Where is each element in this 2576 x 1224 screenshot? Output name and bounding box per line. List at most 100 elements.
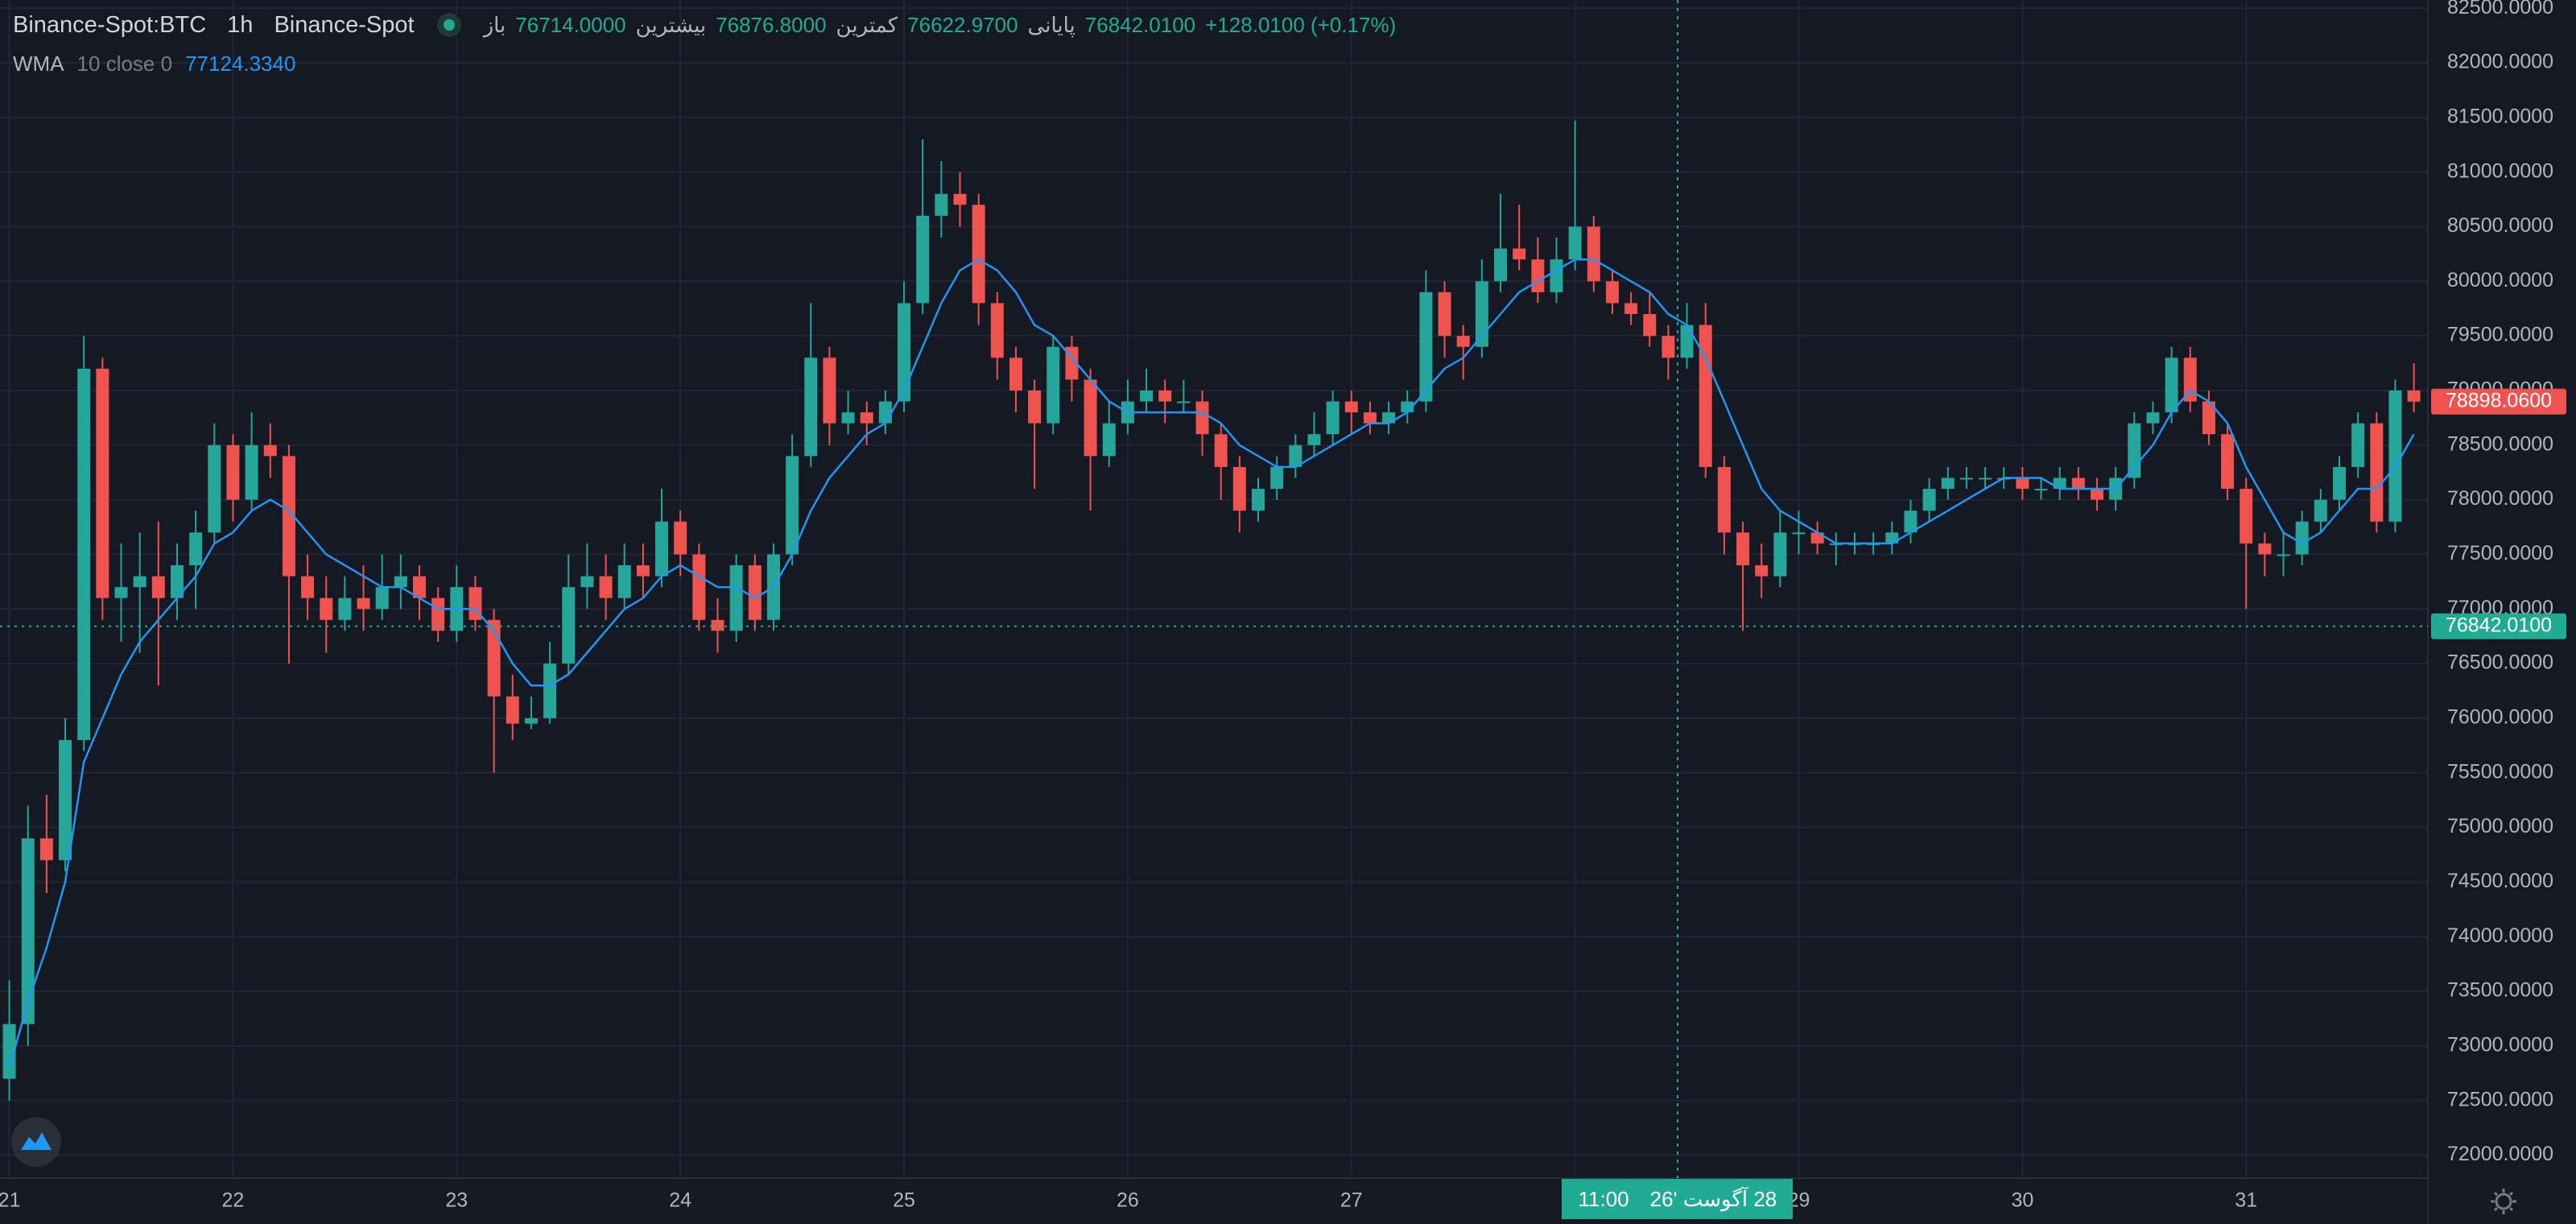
candle-body xyxy=(543,664,557,718)
x-tick-label: 21 xyxy=(0,1189,20,1212)
candle-body xyxy=(2277,554,2290,556)
candle-body xyxy=(1028,390,1042,424)
y-tick-label: 76500.0000 xyxy=(2447,651,2553,674)
candle-body xyxy=(804,358,818,457)
candle-body xyxy=(711,619,724,631)
candle-body xyxy=(1662,336,1675,358)
y-tick-label: 81500.0000 xyxy=(2447,105,2553,127)
candle-body xyxy=(1531,259,1545,292)
last-price-tag xyxy=(2431,388,2566,415)
candle-body xyxy=(1979,478,1992,480)
interval[interactable]: 1h xyxy=(227,11,254,38)
y-tick-label: 78000.0000 xyxy=(2447,487,2553,510)
y-tick-label: 72500.0000 xyxy=(2447,1088,2553,1110)
candle-body xyxy=(2221,434,2235,490)
candle-body xyxy=(2,1023,16,1079)
y-tick-label: 77500.0000 xyxy=(2447,542,2553,564)
crosshair-price-label: 76842.0100 xyxy=(2446,614,2552,636)
candle-body xyxy=(935,193,948,216)
indicator-name[interactable]: WMA xyxy=(13,52,64,76)
x-tick-label: 22 xyxy=(222,1189,245,1212)
settings-icon[interactable] xyxy=(2491,1189,2516,1214)
y-tick-label: 74500.0000 xyxy=(2447,870,2553,892)
symbol[interactable]: Binance-Spot:BTC xyxy=(13,11,207,38)
candle-body xyxy=(1550,259,1563,292)
candle-body xyxy=(1270,466,1284,490)
candle-body xyxy=(655,521,669,577)
candle-body xyxy=(841,412,855,424)
y-tick-label: 75000.0000 xyxy=(2447,815,2553,837)
candle-body xyxy=(338,598,352,620)
indicator-line xyxy=(8,258,2415,1069)
candle-body xyxy=(2240,489,2253,544)
candle-body xyxy=(59,740,72,861)
candle-body xyxy=(1699,325,1712,467)
ohlc-value: 76622.9700 xyxy=(907,12,1018,37)
candle-body xyxy=(1009,358,1022,391)
candle-body xyxy=(208,445,221,533)
ohlc-value: 76714.0000 xyxy=(515,12,626,37)
candle-body xyxy=(2146,412,2160,424)
candle-body xyxy=(860,412,873,424)
crosshair-price-tag xyxy=(2431,613,2566,639)
candle-body xyxy=(953,193,967,205)
candle-body xyxy=(1195,401,1209,435)
candle-body xyxy=(1140,390,1154,402)
candle-body xyxy=(990,303,1004,358)
candle-body xyxy=(1568,226,1582,260)
candle-body xyxy=(692,554,706,620)
candle-body xyxy=(1102,423,1116,457)
ohlc-value: 76842.0100 xyxy=(1084,12,1196,37)
y-tick-label: 81000.0000 xyxy=(2447,159,2553,182)
candle-body xyxy=(878,401,892,424)
candle-body xyxy=(1475,281,1488,347)
candle-body xyxy=(394,576,407,588)
y-tick-label: 75500.0000 xyxy=(2447,760,2553,783)
candle-body xyxy=(2183,358,2197,402)
candle-body xyxy=(1326,401,1340,435)
candle-body xyxy=(21,838,35,1024)
ohlc-legend: باز 76714.0000 بیشترین 76876.8000 کمترین 7662… xyxy=(484,13,1397,38)
candle-body xyxy=(2295,521,2309,555)
candle-body xyxy=(2090,489,2103,500)
candle-body xyxy=(2351,423,2365,467)
ohlc-value: 76876.8000 xyxy=(716,12,827,37)
candle-body xyxy=(2388,390,2402,522)
candle-body xyxy=(562,587,576,664)
indicator-legend: WMA 10 close 0 77124.3340 xyxy=(13,52,295,76)
candle-body xyxy=(151,576,165,598)
crosshair-time-label: 11:00 28 آگوست '26 xyxy=(1562,1179,1794,1219)
candle-body xyxy=(170,564,184,598)
candle-body xyxy=(1922,489,1936,511)
candle-body xyxy=(1643,313,1657,337)
logo[interactable] xyxy=(11,1117,61,1167)
candle-body xyxy=(729,564,743,631)
x-tick-label: 30 xyxy=(2011,1189,2033,1212)
candle-body xyxy=(320,598,333,620)
candle-body xyxy=(39,838,53,861)
crosshair-date: 28 آگوست '26 xyxy=(1649,1186,1777,1211)
candle-body xyxy=(674,521,687,555)
candle-body xyxy=(2370,423,2384,522)
y-tick-label: 73000.0000 xyxy=(2447,1033,2553,1056)
candle-body xyxy=(1456,336,1470,347)
candle-body xyxy=(2407,390,2421,402)
ohlc-label: بیشترین xyxy=(635,12,707,37)
candle-body xyxy=(189,532,203,565)
candle-body xyxy=(1177,401,1191,403)
ohlc-label: کمترین xyxy=(836,12,898,37)
y-tick-label: 80000.0000 xyxy=(2447,269,2553,292)
candle-body xyxy=(77,368,91,741)
candle-body xyxy=(617,564,631,598)
candle-body xyxy=(1438,292,1451,337)
candle-body xyxy=(375,587,389,610)
y-tick-label: 74000.0000 xyxy=(2447,924,2553,947)
x-tick-label: 25 xyxy=(893,1189,915,1212)
candle-body xyxy=(1251,489,1265,511)
candle-body xyxy=(748,564,762,620)
candle-body xyxy=(2128,423,2141,478)
candle-body xyxy=(1941,478,1955,490)
candle-body xyxy=(1717,466,1731,533)
candle-body xyxy=(1587,226,1600,282)
candle-body xyxy=(2034,489,2048,491)
